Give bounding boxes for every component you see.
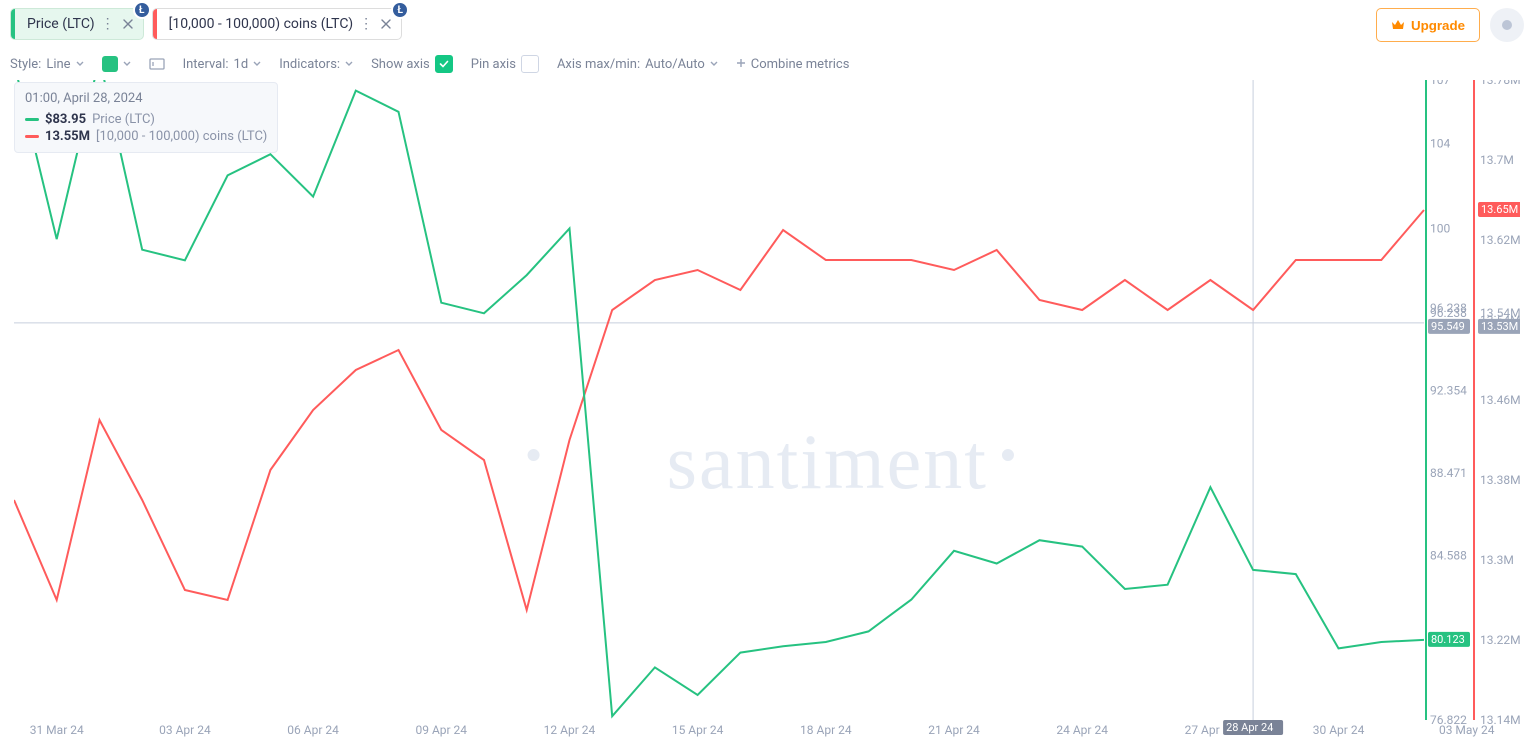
style-color-selector[interactable]	[102, 56, 131, 72]
svg-text:13.3M: 13.3M	[1480, 553, 1514, 567]
svg-text:13.22M: 13.22M	[1480, 633, 1520, 647]
upgrade-button[interactable]: Upgrade	[1376, 8, 1480, 42]
checkbox-checked-icon	[435, 55, 453, 73]
svg-text:104: 104	[1430, 137, 1450, 151]
svg-text:80.123: 80.123	[1431, 633, 1465, 646]
chart-toolbar: Style: Line Interval: 1d Indicators: Sho…	[10, 50, 1526, 78]
svg-text:santiment: santiment	[667, 418, 988, 505]
svg-text:18 Apr 24: 18 Apr 24	[800, 723, 852, 737]
svg-text:06 Apr 24: 06 Apr 24	[287, 723, 339, 737]
svg-text:30 Apr 24: 30 Apr 24	[1313, 723, 1365, 737]
tooltip-value: $83.95	[45, 112, 86, 127]
svg-text:13.7M: 13.7M	[1480, 153, 1514, 167]
chevron-down-icon	[76, 60, 84, 68]
svg-text:15 Apr 24: 15 Apr 24	[672, 723, 724, 737]
close-icon[interactable]	[121, 17, 135, 31]
metric-chip-price[interactable]: Price (LTC) ⋮ Ł	[10, 8, 144, 40]
profile-avatar[interactable]	[1490, 8, 1524, 42]
chip-label: [10,000 - 100,000) coins (LTC)	[163, 16, 354, 32]
svg-text:13.38M: 13.38M	[1480, 473, 1520, 487]
tooltip-swatch	[25, 118, 39, 121]
svg-text:88.471: 88.471	[1430, 466, 1467, 480]
tooltip-date: 01:00, April 28, 2024	[25, 91, 267, 106]
indicators-selector[interactable]: Indicators:	[279, 57, 353, 72]
tooltip-row-price: $83.95 Price (LTC)	[25, 112, 267, 127]
svg-text:28 Apr 24: 28 Apr 24	[1226, 721, 1273, 734]
tooltip-swatch	[25, 135, 39, 138]
svg-text:13.46M: 13.46M	[1480, 393, 1520, 407]
interval-label: Interval:	[183, 57, 229, 72]
chart-area[interactable]: santiment 107 104 100 96.238 92.354 88.471 84.5…	[14, 80, 1520, 738]
chevron-down-icon	[345, 60, 353, 68]
crown-icon	[1391, 18, 1405, 33]
upgrade-label: Upgrade	[1411, 18, 1465, 33]
svg-text:31 Mar 24: 31 Mar 24	[30, 723, 84, 737]
style-selector[interactable]: Style: Line	[10, 57, 84, 72]
interval-value: 1d	[234, 57, 249, 72]
pin-axis-toggle[interactable]: Pin axis	[471, 55, 539, 73]
svg-text:24 Apr 24: 24 Apr 24	[1056, 723, 1108, 737]
chart-svg[interactable]: santiment 107 104 100 96.238 92.354 88.471 84.5…	[14, 80, 1520, 738]
chart-tooltip: 01:00, April 28, 2024 $83.95 Price (LTC)…	[14, 82, 278, 153]
drawing-tool[interactable]	[149, 56, 165, 72]
style-value: Line	[46, 57, 70, 72]
color-swatch	[102, 56, 118, 72]
svg-text:13.78M: 13.78M	[1480, 80, 1520, 87]
show-axis-label: Show axis	[371, 57, 430, 72]
tooltip-row-coins: 13.55M [10,000 - 100,000) coins (LTC)	[25, 129, 267, 144]
svg-text:21 Apr 24: 21 Apr 24	[928, 723, 980, 737]
indicators-label: Indicators:	[279, 57, 340, 72]
style-label: Style:	[10, 57, 41, 72]
svg-text:03 May 24: 03 May 24	[1439, 723, 1495, 737]
coin-badge: Ł	[391, 1, 409, 19]
chevron-down-icon	[123, 60, 131, 68]
svg-text:03 Apr 24: 03 Apr 24	[159, 723, 211, 737]
chevron-down-icon	[253, 60, 261, 68]
checkbox-empty-icon	[521, 55, 539, 73]
svg-text:96.238: 96.238	[1430, 306, 1467, 320]
combine-label: Combine metrics	[751, 57, 850, 72]
svg-text:09 Apr 24: 09 Apr 24	[415, 723, 467, 737]
combine-metrics-button[interactable]: Combine metrics	[736, 57, 850, 72]
svg-text:13.62M: 13.62M	[1480, 233, 1520, 247]
tooltip-value: 13.55M	[45, 129, 90, 144]
coin-badge: Ł	[133, 1, 151, 19]
svg-text:92.354: 92.354	[1430, 384, 1467, 398]
tooltip-label: Price (LTC)	[92, 112, 155, 127]
chevron-down-icon	[710, 60, 718, 68]
svg-text:84.588: 84.588	[1430, 548, 1467, 562]
metric-chip-coins[interactable]: [10,000 - 100,000) coins (LTC) ⋮ Ł	[152, 8, 403, 40]
axis-maxmin-selector[interactable]: Axis max/min: Auto/Auto	[557, 57, 718, 72]
axis-maxmin-value: Auto/Auto	[645, 57, 705, 72]
chip-color-bar	[11, 9, 15, 39]
pin-axis-label: Pin axis	[471, 57, 516, 72]
svg-text:12 Apr 24: 12 Apr 24	[544, 723, 596, 737]
svg-text:107: 107	[1430, 80, 1450, 87]
show-axis-toggle[interactable]: Show axis	[371, 55, 453, 73]
plus-icon	[736, 57, 746, 72]
kebab-icon[interactable]: ⋮	[359, 17, 373, 31]
kebab-icon[interactable]: ⋮	[101, 17, 115, 31]
tooltip-label: [10,000 - 100,000) coins (LTC)	[96, 129, 267, 144]
svg-text:13.53M: 13.53M	[1481, 320, 1518, 333]
svg-text:13.54M: 13.54M	[1480, 306, 1520, 320]
axis-maxmin-label: Axis max/min:	[557, 57, 640, 72]
svg-text:100: 100	[1430, 221, 1450, 235]
draw-rect-icon	[149, 56, 165, 72]
chip-color-bar	[153, 9, 157, 39]
interval-selector[interactable]: Interval: 1d	[183, 57, 262, 72]
chip-label: Price (LTC)	[21, 16, 95, 32]
svg-text:13.65M: 13.65M	[1481, 203, 1518, 216]
close-icon[interactable]	[379, 17, 393, 31]
svg-text:95.549: 95.549	[1431, 320, 1465, 333]
